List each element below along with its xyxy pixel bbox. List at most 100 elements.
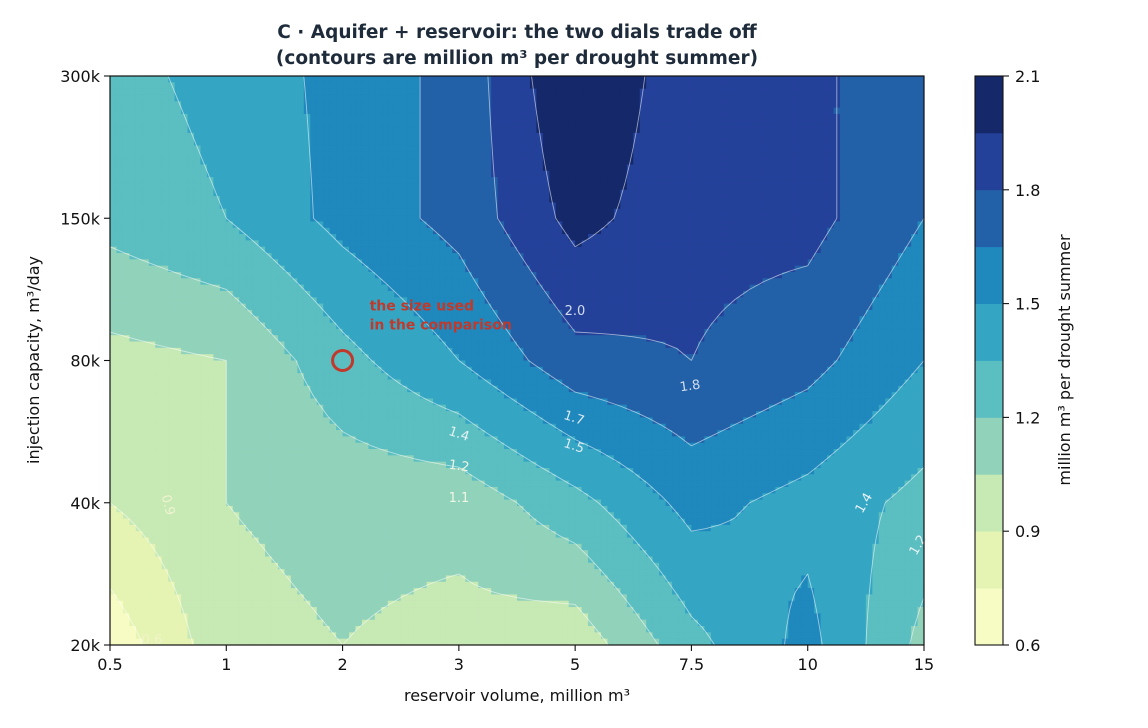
contour-cell [342, 158, 350, 166]
contour-cell [794, 170, 802, 178]
contour-cell [200, 170, 208, 178]
contour-cell [633, 259, 641, 267]
contour-cell [181, 145, 189, 153]
contour-cell [575, 215, 583, 223]
contour-cell [245, 183, 253, 191]
contour-cell [349, 271, 357, 279]
contour-cell [820, 303, 828, 311]
contour-cell [310, 253, 318, 260]
contour-cell [265, 177, 273, 185]
contour-cell [252, 132, 260, 140]
contour-cell [290, 221, 298, 229]
contour-cell [898, 107, 906, 115]
contour-cell [110, 278, 118, 286]
contour-cell [181, 202, 189, 210]
contour-cell [290, 303, 298, 311]
contour-cell [206, 177, 214, 185]
contour-cell [710, 158, 718, 166]
contour-cell [433, 227, 441, 235]
contour-cell [219, 303, 227, 311]
contour-cell [846, 316, 854, 324]
contour-cell [148, 164, 156, 172]
contour-cell [155, 271, 163, 279]
contour-cell [613, 271, 621, 279]
contour-cell [219, 76, 227, 83]
contour-cell [852, 132, 860, 140]
contour-cell [355, 107, 363, 115]
contour-cell [756, 94, 764, 102]
contour-cell [626, 208, 634, 216]
contour-cell [219, 322, 227, 330]
contour-cell [239, 94, 247, 102]
contour-cell [704, 151, 712, 159]
contour-cell [885, 284, 893, 292]
contour-cell [536, 284, 544, 292]
contour-cell [161, 151, 169, 159]
contour-cell [504, 265, 512, 273]
contour-cell [374, 240, 382, 248]
contour-cell [258, 316, 266, 324]
contour-cell [213, 101, 221, 109]
contour-cell [349, 322, 357, 330]
contour-cell [148, 227, 156, 235]
contour-cell [155, 309, 163, 317]
contour-cell [206, 271, 214, 279]
contour-cell [110, 189, 118, 197]
contour-cell [684, 139, 693, 147]
contour-cell [659, 151, 667, 159]
contour-cell [652, 151, 660, 159]
contour-cell [497, 82, 505, 90]
contour-cell [445, 170, 453, 178]
contour-cell [219, 82, 227, 90]
contour-cell [297, 322, 305, 330]
contour-cell [420, 107, 428, 115]
contour-cell [710, 246, 718, 254]
contour-cell [465, 227, 473, 235]
contour-cell [193, 82, 202, 90]
contour-cell [368, 145, 376, 153]
contour-cell [458, 113, 466, 121]
contour-cell [600, 189, 609, 197]
contour-cell [484, 208, 492, 216]
contour-cell [852, 139, 860, 147]
contour-cell [245, 139, 253, 147]
contour-cell [807, 88, 815, 96]
contour-cell [400, 208, 408, 216]
contour-cell [717, 297, 725, 305]
contour-cell [394, 253, 402, 260]
contour-cell [135, 259, 143, 267]
contour-cell [284, 158, 292, 166]
contour-cell [691, 107, 699, 115]
contour-cell [613, 94, 621, 102]
contour-cell [484, 271, 492, 279]
contour-cell [452, 271, 460, 279]
contour-cell [271, 240, 279, 248]
contour-cell [646, 297, 654, 305]
contour-cell [549, 183, 557, 191]
contour-cell [794, 278, 802, 286]
contour-cell [181, 221, 189, 229]
contour-cell [336, 253, 344, 260]
contour-cell [206, 107, 214, 115]
contour-cell [174, 253, 182, 260]
contour-cell [697, 126, 705, 134]
contour-cell [252, 322, 260, 330]
contour-cell [756, 177, 764, 185]
contour-cell [827, 221, 835, 229]
contour-cell [607, 290, 615, 298]
contour-cell [859, 246, 867, 254]
contour-cell [704, 158, 712, 166]
contour-cell [374, 253, 382, 260]
contour-cell [161, 221, 169, 229]
contour-cell [387, 132, 395, 140]
contour-cell [342, 189, 350, 197]
contour-cell [374, 290, 382, 298]
contour-cell [684, 278, 693, 286]
contour-cell [588, 234, 596, 241]
contour-cell [788, 107, 796, 115]
contour-cell [639, 101, 647, 109]
contour-cell [407, 107, 415, 115]
contour-cell [252, 158, 260, 166]
contour-cell [620, 240, 628, 248]
contour-cell [458, 278, 466, 286]
